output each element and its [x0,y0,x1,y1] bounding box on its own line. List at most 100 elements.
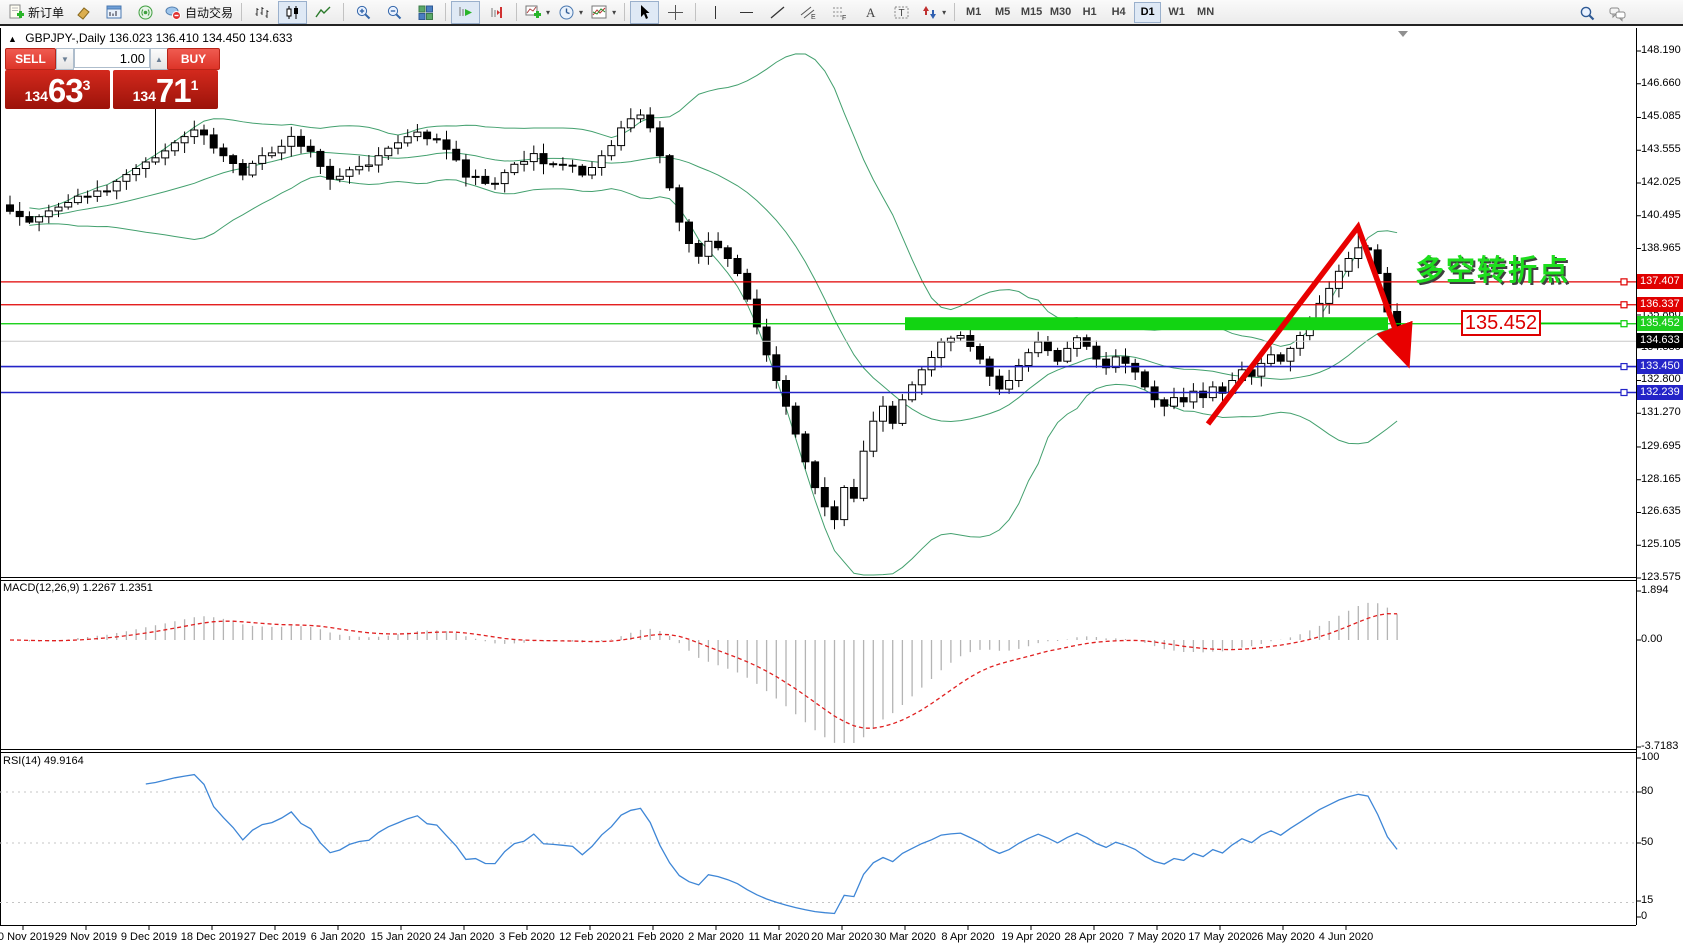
eraser-button[interactable] [69,1,98,24]
dropdown-caret-icon: ▾ [612,7,617,17]
horizontal-line-button[interactable] [732,1,761,24]
chart-shift-button[interactable] [482,1,511,24]
vertical-line-icon [715,5,717,19]
search-button[interactable] [1573,2,1602,25]
chart-title: ▲ GBPJPY-,Daily 136.023 136.410 134.450 … [8,31,292,45]
rsi-axis-label: 15 [1641,894,1654,906]
tile-windows-button[interactable] [411,1,440,24]
price-tag-resistance: 137.407 [1637,273,1683,289]
timeframe-button-m30[interactable]: M30 [1049,6,1072,18]
rsi-axis-label: 50 [1641,836,1654,848]
sell-price-prefix: 134 [24,88,48,104]
collapse-icon[interactable]: ▲ [8,34,17,44]
timeframe-button-d1[interactable]: D1 [1134,1,1162,23]
trendline-button[interactable] [763,1,792,24]
zoom-out-button[interactable] [380,1,409,24]
zoom-out-icon [387,5,402,19]
date-label: 17 May 2020 [1188,931,1252,943]
date-label: 28 Apr 2020 [1064,931,1124,943]
macd-axis-label: 0.00 [1641,633,1663,645]
svg-text:E: E [811,14,816,21]
volume-input[interactable] [74,48,150,68]
search-icon [1580,6,1595,21]
timeframe-button-m1[interactable]: M1 [965,6,982,18]
auto-scroll-button[interactable] [451,0,481,24]
timeframe-button-w1[interactable]: W1 [1168,6,1185,18]
macd-label: MACD(12,26,9) 1.2267 1.2351 [3,582,153,594]
vertical-line-button[interactable] [701,1,730,24]
chart-shift-icon [491,6,503,18]
candlestick-chart-button[interactable] [278,0,308,24]
dropdown-caret-icon: ▾ [546,7,551,17]
bar-chart-button[interactable] [247,1,276,24]
price-axis-label: 140.495 [1641,208,1681,221]
price-axis-label: 145.085 [1641,110,1681,123]
arrows-button[interactable]: ▾ [918,1,949,24]
date-label: 4 Jun 2020 [1318,931,1374,943]
volume-decrease-button[interactable]: ▼ [56,48,74,70]
buy-price-main: 71 [155,72,192,109]
price-axis-label: 131.270 [1641,406,1681,419]
market-watch-button[interactable] [100,1,129,24]
line-chart-icon [315,6,331,17]
fibonacci-button[interactable]: F [825,1,854,24]
date-label: 26 May 2020 [1251,931,1315,943]
rsi-label: RSI(14) 49.9164 [3,755,84,767]
new-order-label: 新订单 [28,5,65,20]
volume-increase-button[interactable]: ▲ [150,48,168,70]
auto-trading-button[interactable]: 自动交易 [162,1,236,24]
timeframe-button-mn[interactable]: MN [1197,6,1215,18]
timeframe-button-h4[interactable]: H4 [1111,6,1126,18]
line-chart-button[interactable] [309,1,338,24]
cursor-button[interactable] [630,0,660,24]
date-label: 20 Nov 2019 [0,931,55,943]
date-label: 7 May 2020 [1128,931,1186,943]
periods-button[interactable]: ▾ [555,1,586,24]
price-axis-label: 142.025 [1641,175,1681,188]
price-axis-label: 143.555 [1641,143,1681,156]
sell-price-panel[interactable]: 134 63 3 [5,70,110,109]
svg-text:T: T [899,8,905,19]
timeframe-button-m15[interactable]: M15 [1020,6,1043,18]
toolbar-separator [695,3,697,21]
chat-button[interactable] [1603,2,1632,25]
templates-button[interactable]: ▾ [588,1,619,24]
text-button[interactable]: A [856,1,885,24]
buy-price-panel[interactable]: 134 71 1 [113,70,218,109]
toolbar-separator [624,3,626,21]
toolbar-separator [954,3,956,21]
crosshair-button[interactable] [661,1,690,24]
sell-button-label: SELL [15,52,46,66]
channel-icon: E [800,6,816,21]
timeframe-button-m5[interactable]: M5 [994,6,1011,18]
date-label: 24 Jan 2020 [433,931,495,943]
svg-text:A: A [866,5,876,20]
timeframe-button-h1[interactable]: H1 [1082,6,1097,18]
text-label-button[interactable]: T [887,1,916,24]
buy-price-prefix: 134 [132,88,156,104]
candlestick-icon [286,5,299,19]
arrows-icon [923,5,937,19]
crosshair-icon [668,4,684,20]
sell-button[interactable]: SELL [5,48,56,70]
symbol-period-label: GBPJPY-,Daily [25,31,106,45]
price-tag-resistance: 136.337 [1637,296,1683,312]
equidistant-channel-button[interactable]: E [794,1,823,24]
svg-text:F: F [842,15,846,21]
signals-button[interactable] [131,1,160,24]
dropdown-caret-icon: ▾ [579,7,584,17]
price-axis-label: 126.635 [1641,505,1681,518]
new-order-button[interactable]: 新订单 [5,1,67,24]
cursor-icon [641,4,650,19]
ohlc-values: 136.023 136.410 134.450 134.633 [108,31,293,45]
date-label: 15 Jan 2020 [370,931,432,943]
zoom-in-button[interactable] [349,1,378,24]
buy-button[interactable]: BUY [167,48,220,70]
chat-icon [1609,7,1626,22]
date-label: 21 Feb 2020 [622,931,684,943]
macd-axis-label: -3.7183 [1641,740,1679,752]
date-label: 12 Feb 2020 [559,931,621,943]
toolbar-separator [241,3,243,21]
indicators-button[interactable]: ▾ [522,1,553,24]
